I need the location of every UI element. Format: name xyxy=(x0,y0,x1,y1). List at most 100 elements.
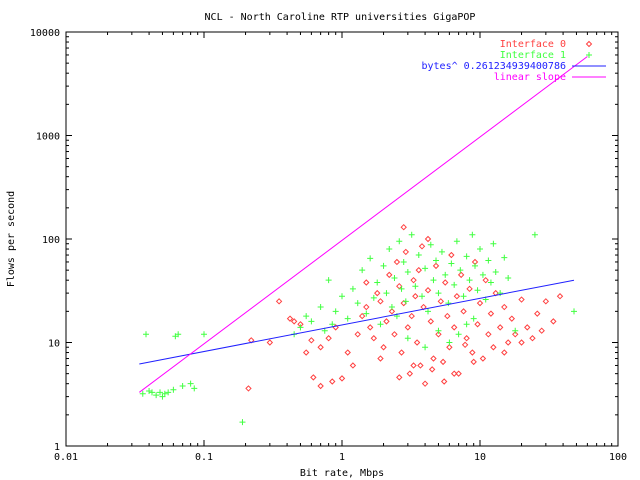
x-axis-label: Bit rate, Mbps xyxy=(300,468,384,479)
data-point xyxy=(417,362,424,369)
data-point xyxy=(421,380,429,387)
legend-label: Interface 0 xyxy=(500,39,566,50)
data-point xyxy=(317,382,324,390)
data-point xyxy=(463,253,470,260)
data-point xyxy=(308,318,315,325)
data-point xyxy=(550,318,557,325)
data-point xyxy=(404,324,412,331)
data-point xyxy=(388,304,395,311)
data-point xyxy=(143,331,150,338)
data-point xyxy=(501,254,508,261)
data-point xyxy=(427,241,434,248)
data-point xyxy=(469,231,476,238)
chart-title: NCL - North Caroline RTP universities Gi… xyxy=(205,12,476,23)
data-point xyxy=(424,235,432,243)
x-tick-label: 10 xyxy=(474,452,486,463)
data-point xyxy=(448,251,455,259)
data-point xyxy=(442,279,449,286)
data-point xyxy=(446,339,453,346)
data-point xyxy=(427,318,435,325)
data-point xyxy=(367,255,374,262)
data-point xyxy=(457,271,465,279)
data-point xyxy=(504,339,512,346)
data-point xyxy=(445,300,452,307)
series-layer xyxy=(139,56,588,426)
data-point xyxy=(139,390,146,397)
data-point xyxy=(344,315,351,322)
data-point xyxy=(496,324,504,331)
data-point xyxy=(469,349,476,356)
y-axis-ticks: 1 10 100 1000 10000 xyxy=(30,28,618,453)
data-point xyxy=(450,324,458,331)
data-point xyxy=(391,331,398,338)
data-point xyxy=(466,285,473,293)
data-point xyxy=(453,293,461,300)
data-point xyxy=(438,248,445,255)
data-point xyxy=(524,324,531,331)
data-point xyxy=(370,294,377,301)
data-point xyxy=(430,277,437,284)
x-tick-label: 100 xyxy=(609,452,627,463)
data-point xyxy=(428,366,436,373)
legend-label: linear slope xyxy=(494,72,566,83)
data-point xyxy=(386,271,393,279)
data-point xyxy=(302,349,310,356)
data-point xyxy=(418,243,426,250)
data-point xyxy=(482,276,489,284)
data-point xyxy=(408,231,415,238)
legend-marker xyxy=(585,40,593,48)
data-point xyxy=(374,279,381,286)
data-point xyxy=(358,312,366,320)
data-point xyxy=(339,293,345,300)
data-point xyxy=(383,318,390,325)
data-point xyxy=(161,390,168,397)
data-point xyxy=(529,335,536,342)
data-point xyxy=(442,271,449,278)
data-point xyxy=(388,308,396,315)
data-point xyxy=(470,358,477,366)
data-point xyxy=(512,327,519,334)
data-point xyxy=(153,392,160,399)
data-point xyxy=(412,283,419,290)
data-point xyxy=(466,277,473,284)
data-point xyxy=(179,382,186,389)
data-point xyxy=(490,240,497,247)
x-tick-label: 0.1 xyxy=(195,452,213,463)
data-point xyxy=(571,308,578,315)
data-point xyxy=(377,355,384,362)
data-point xyxy=(400,223,407,231)
legend-label: Interface 1 xyxy=(500,50,566,61)
data-point xyxy=(542,298,550,305)
data-point xyxy=(391,274,398,281)
data-point xyxy=(440,378,448,385)
data-point xyxy=(325,277,332,284)
data-point xyxy=(460,308,467,315)
data-point xyxy=(398,349,405,356)
data-point xyxy=(490,344,497,351)
data-point xyxy=(485,331,492,338)
data-point xyxy=(404,268,411,275)
data-point xyxy=(505,274,512,281)
y-axis-label: Flows per second xyxy=(6,191,17,287)
data-point xyxy=(432,262,440,270)
data-point xyxy=(275,298,283,305)
data-point xyxy=(538,327,545,334)
data-point xyxy=(349,362,357,369)
data-point xyxy=(332,308,339,315)
data-point xyxy=(380,344,387,351)
data-point xyxy=(408,312,415,320)
x-tick-label: 0.01 xyxy=(54,452,78,463)
data-point xyxy=(479,271,486,278)
data-point xyxy=(396,374,403,381)
series-3 xyxy=(139,56,588,393)
series-1 xyxy=(139,231,578,426)
data-point xyxy=(363,279,370,286)
data-point xyxy=(470,315,477,322)
data-point xyxy=(329,321,336,328)
data-point xyxy=(461,341,469,349)
data-point xyxy=(422,344,429,351)
data-point xyxy=(460,293,467,300)
data-point xyxy=(201,331,207,338)
